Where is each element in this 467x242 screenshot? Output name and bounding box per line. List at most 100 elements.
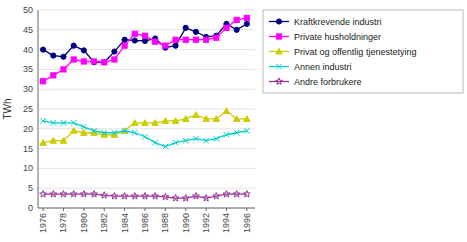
point <box>102 60 107 65</box>
legend-label: Annen industri <box>294 62 352 72</box>
grid-line <box>38 69 255 70</box>
grid-line <box>38 10 255 11</box>
x-tick-label: 1978 <box>58 213 68 233</box>
point <box>163 43 168 48</box>
y-tick-label: 15 <box>23 144 33 154</box>
point <box>214 35 219 40</box>
y-tick-label: 35 <box>23 64 33 74</box>
point <box>132 38 137 43</box>
point <box>71 120 77 126</box>
point <box>163 144 169 150</box>
point <box>193 29 198 34</box>
point <box>121 193 128 200</box>
x-tick-label: 1994 <box>221 213 231 233</box>
series-group <box>40 15 251 201</box>
point <box>193 112 199 118</box>
point <box>192 193 199 200</box>
grid-line <box>38 148 255 149</box>
point <box>111 193 118 200</box>
x-tick-label: 1982 <box>99 213 109 233</box>
point <box>244 128 250 134</box>
point <box>234 130 240 136</box>
point <box>71 57 76 62</box>
point <box>233 191 240 198</box>
x-tick-label: 1986 <box>140 213 150 233</box>
point <box>162 118 168 124</box>
point <box>183 116 189 122</box>
point <box>61 54 66 59</box>
point <box>51 53 56 58</box>
point <box>91 191 98 198</box>
y-tick-label: 20 <box>23 124 33 134</box>
point <box>243 191 250 198</box>
legend-marker <box>276 64 282 70</box>
point <box>142 120 148 126</box>
point <box>213 136 219 142</box>
point <box>40 191 47 198</box>
point <box>223 191 230 198</box>
point <box>70 128 76 134</box>
x-tick <box>124 208 125 211</box>
x-tick <box>165 208 166 211</box>
x-tick <box>104 208 105 211</box>
point <box>60 191 67 198</box>
point <box>142 134 148 140</box>
y-tick-label: 50 <box>23 5 33 15</box>
legend-marker <box>276 34 281 39</box>
point <box>60 137 66 143</box>
point <box>172 195 179 202</box>
point <box>173 140 179 146</box>
series <box>40 21 249 65</box>
point <box>122 37 127 42</box>
point <box>183 37 188 42</box>
point <box>244 15 249 20</box>
point <box>244 21 249 26</box>
grid-line <box>38 168 255 169</box>
series <box>40 108 250 145</box>
y-tick-label: 25 <box>23 104 33 114</box>
series-line <box>43 18 247 81</box>
legend-marker <box>276 78 283 85</box>
point <box>142 38 147 43</box>
x-tick-label: 1976 <box>38 213 48 233</box>
point <box>152 120 158 126</box>
x-tick <box>83 208 84 211</box>
point <box>203 37 208 42</box>
x-tick-label: 1980 <box>79 213 89 233</box>
chart: 0510152025303540455019761978198019821984… <box>0 0 467 242</box>
grid-line <box>38 208 255 209</box>
x-tick <box>206 208 207 211</box>
legend-label: Private husholdninger <box>294 32 381 42</box>
point <box>40 139 46 145</box>
point <box>142 33 147 38</box>
legend-label: Kraftkrevende industri <box>294 17 382 27</box>
x-tick-label: 1996 <box>242 213 252 233</box>
legend-label: Privat og offentlig tjenestetying <box>294 47 416 57</box>
y-tick-label: 0 <box>28 203 33 213</box>
x-tick-label: 1988 <box>160 213 170 233</box>
point <box>61 120 67 126</box>
point <box>203 195 210 202</box>
point <box>50 191 57 198</box>
x-tick <box>43 208 44 211</box>
point <box>81 124 87 130</box>
point <box>112 49 117 54</box>
point <box>132 130 138 136</box>
legend-label: Andre forbrukere <box>294 77 362 87</box>
point <box>40 118 46 124</box>
point <box>112 130 118 136</box>
point <box>101 130 107 136</box>
grid-line <box>38 188 255 189</box>
point <box>91 128 97 134</box>
grid-line <box>38 109 255 110</box>
point <box>142 193 149 200</box>
point <box>101 192 108 199</box>
point <box>173 43 178 48</box>
legend: Kraftkrevende industri Private husholdnin… <box>263 10 463 93</box>
x-tick-label: 1992 <box>201 213 211 233</box>
point <box>112 57 117 62</box>
point <box>244 116 250 122</box>
grid-line <box>38 89 255 90</box>
point <box>122 128 128 134</box>
point <box>183 25 188 30</box>
